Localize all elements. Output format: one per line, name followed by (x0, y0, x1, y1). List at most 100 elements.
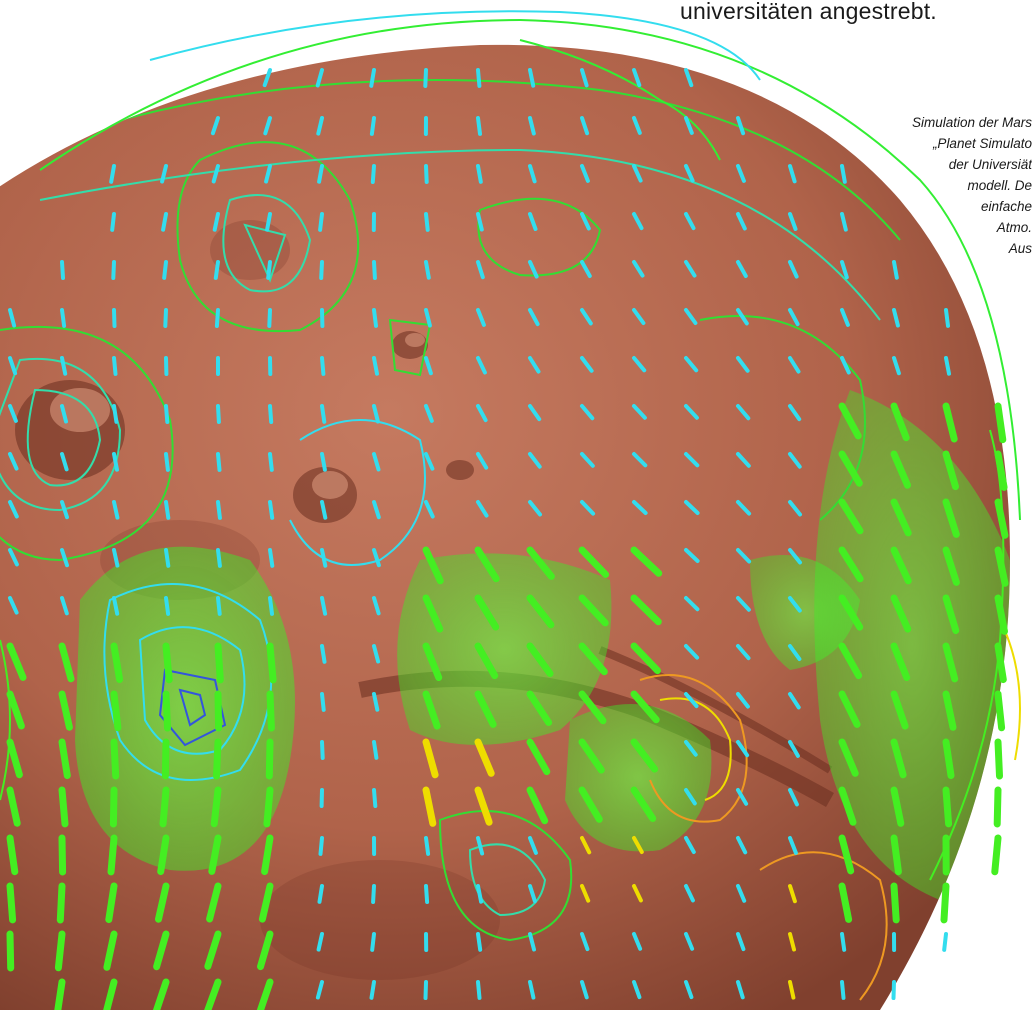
wind-arrow (684, 644, 700, 660)
wind-arrow (320, 356, 326, 376)
wind-arrow (320, 644, 327, 664)
wind-arrow (630, 690, 660, 724)
wind-arrow (890, 498, 912, 537)
wind-arrow (422, 546, 444, 585)
wind-arrow (528, 932, 536, 952)
wind-arrow (684, 308, 698, 325)
wind-arrow (476, 884, 484, 904)
wind-arrow (160, 164, 168, 184)
wind-arrow (424, 452, 435, 471)
wind-arrow (736, 980, 745, 1000)
wind-arrow (788, 164, 797, 184)
wind-arrow (318, 212, 324, 232)
wind-arrow (110, 642, 124, 683)
wind-arrow (528, 308, 540, 327)
wind-arrow (890, 402, 910, 442)
wind-arrow (6, 882, 17, 924)
wind-arrow (580, 308, 593, 326)
wind-arrow (838, 786, 857, 826)
wind-arrow (474, 786, 493, 826)
wind-arrow (630, 786, 657, 822)
wind-arrow (942, 642, 959, 683)
wind-arrow (112, 596, 120, 616)
wind-arrow (528, 212, 538, 231)
wind-arrow (372, 548, 381, 568)
wind-arrow (994, 738, 1003, 780)
wind-arrow (684, 788, 697, 806)
wind-arrow (991, 834, 1002, 876)
wind-arrow (788, 644, 802, 661)
wind-arrow (424, 260, 431, 280)
wind-arrow (736, 596, 751, 612)
wind-arrow (476, 212, 484, 232)
wind-arrow (317, 884, 324, 904)
wind-arrow (319, 260, 324, 280)
wind-arrow (736, 116, 746, 136)
wind-arrow (736, 356, 750, 373)
wind-arrow (890, 738, 907, 779)
wind-arrow (840, 356, 851, 375)
wind-arrow (528, 884, 537, 904)
wind-arrow (578, 786, 603, 823)
wind-arrow (736, 692, 750, 709)
wind-arrow (110, 690, 122, 732)
wind-arrow (526, 690, 553, 726)
wind-arrow (265, 212, 272, 232)
wind-arrow (267, 308, 272, 328)
wind-arrow (263, 786, 274, 828)
wind-arrow (204, 978, 222, 1010)
wind-arrow (890, 690, 909, 730)
wind-arrow (578, 594, 609, 627)
wind-arrow (994, 450, 1008, 491)
wind-arrow (944, 356, 951, 376)
wind-arrow (103, 930, 118, 971)
wind-arrow (316, 116, 324, 136)
wind-arrow (684, 884, 695, 903)
wind-arrow (684, 164, 695, 183)
wind-arrow (788, 500, 802, 517)
wind-arrow (580, 884, 591, 903)
wind-arrow (424, 212, 430, 232)
wind-arrow (320, 404, 327, 424)
wind-arrow (580, 404, 595, 421)
wind-arrow (476, 980, 482, 1000)
wind-arrow (212, 212, 220, 232)
wind-arrow (684, 452, 700, 468)
wind-arrow (993, 786, 1002, 828)
wind-arrow (216, 500, 222, 520)
wind-arrow (578, 642, 608, 676)
wind-arrow (684, 356, 699, 373)
wind-arrow (736, 932, 746, 952)
wind-arrow (684, 836, 696, 854)
wind-arrow (318, 836, 324, 856)
wind-arrow (838, 594, 864, 631)
wind-arrow (103, 978, 118, 1010)
wind-arrow (838, 402, 862, 440)
wind-arrow (684, 500, 700, 515)
wind-arrow (840, 164, 847, 184)
wind-arrow (476, 836, 485, 856)
pressure-blobs (75, 390, 1010, 900)
wind-arrow (423, 980, 428, 1000)
wind-arrow (788, 740, 800, 758)
wind-arrow (58, 834, 67, 876)
wind-arrow (526, 786, 549, 825)
wind-arrow (684, 548, 700, 563)
wind-arrow (8, 500, 19, 519)
wind-arrow (317, 164, 324, 184)
caption-line: Atmo. (996, 220, 1032, 235)
wind-arrow (372, 788, 378, 808)
wind-arrow (424, 308, 432, 328)
wind-arrow (684, 68, 694, 88)
wind-arrow (424, 404, 434, 423)
wind-arrow (316, 932, 324, 952)
caption-line: modell. De (967, 178, 1032, 193)
wind-arrow (423, 68, 428, 88)
wind-arrow (474, 738, 495, 777)
wind-arrow (162, 260, 168, 280)
wind-arrow (164, 596, 171, 616)
wind-arrow (684, 980, 694, 1000)
wind-arrow (164, 548, 171, 568)
wind-arrow (838, 690, 861, 728)
wind-arrow (372, 740, 379, 760)
